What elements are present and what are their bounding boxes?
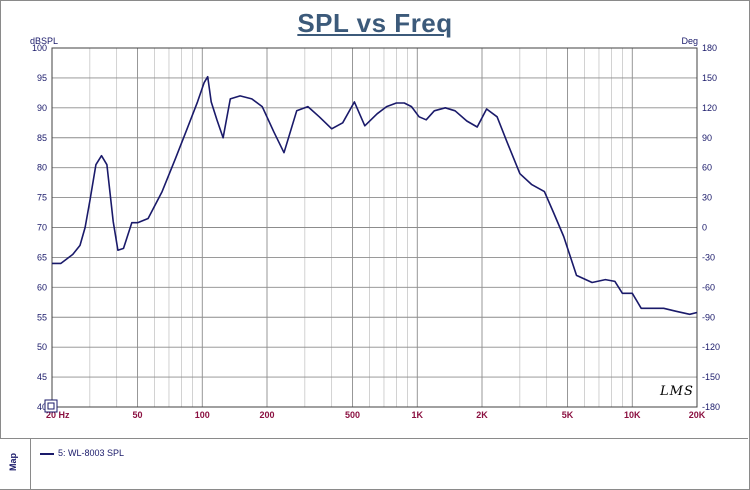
y-tick-label-right: -30 — [702, 252, 715, 262]
x-tick-label: 20K — [689, 410, 706, 420]
y-tick-label-right: 180 — [702, 43, 717, 53]
x-tick-label: 500 — [345, 410, 360, 420]
y-tick-label-left: 60 — [37, 282, 47, 292]
y-tick-label-left: 75 — [37, 193, 47, 203]
y-axis-label-right: Deg — [681, 36, 698, 46]
y-tick-label-right: -180 — [702, 402, 720, 412]
x-tick-label: 20 Hz — [46, 410, 70, 420]
y-tick-label-left: 40 — [37, 402, 47, 412]
y-axis-label-left: dBSPL — [30, 36, 59, 46]
y-tick-label-right: 150 — [702, 73, 717, 83]
x-tick-label: 5K — [562, 410, 574, 420]
map-tab[interactable]: Map — [0, 439, 31, 489]
x-tick-label: 2K — [476, 410, 488, 420]
x-tick-label: 100 — [195, 410, 210, 420]
spl-frequency-plot: 100 95 90 85 80 75 70 65 60 55 50 45 40 180 150 120 90 6… — [32, 43, 720, 420]
cursor-marker-icon[interactable] — [44, 399, 58, 413]
y-tick-label-right: -150 — [702, 372, 720, 382]
series-line-spl — [52, 75, 698, 316]
y-tick-label-right: 30 — [702, 193, 712, 203]
y-tick-label-left: 95 — [37, 73, 47, 83]
y-tick-label-left: 70 — [37, 223, 47, 233]
y-tick-label-right: -120 — [702, 342, 720, 352]
plot-frame — [51, 47, 698, 408]
x-tick-label: 1K — [412, 410, 424, 420]
x-tick-label: 200 — [259, 410, 274, 420]
chart-title: SPL vs Freq — [297, 8, 453, 38]
grid-major — [52, 48, 697, 407]
y-tick-label-left: 90 — [37, 103, 47, 113]
y-tick-label-left: 55 — [37, 312, 47, 322]
y-tick-label-right: 0 — [702, 223, 707, 233]
lms-logo: LMS — [660, 384, 694, 399]
map-tab-label: Map — [8, 453, 18, 471]
legend-panel: Map 5: WL-8003 SPL — [0, 438, 748, 489]
y-tick-label-left: 85 — [37, 133, 47, 143]
y-tick-label-right: -60 — [702, 282, 715, 292]
y-tick-label-left: 50 — [37, 342, 47, 352]
y-tick-label-right: 90 — [702, 133, 712, 143]
y-tick-labels-left: 100 95 90 85 80 75 70 65 60 55 50 45 40 — [32, 43, 47, 412]
y-tick-label-right: 60 — [702, 163, 712, 173]
y-tick-label-left: 65 — [37, 252, 47, 262]
y-tick-label-right: -90 — [702, 312, 715, 322]
x-tick-labels: 20 Hz 50 100 200 500 1K 2K 5K 10K 20K — [46, 410, 706, 420]
y-tick-label-left: 45 — [37, 372, 47, 382]
y-tick-label-left: 100 — [32, 43, 47, 53]
y-tick-label-left: 80 — [37, 163, 47, 173]
legend-swatch — [40, 452, 54, 455]
x-tick-label: 10K — [624, 410, 641, 420]
y-tick-labels-right: 180 150 120 90 60 30 0 -30 -60 -90 -120 -150 -180 — [702, 43, 720, 412]
legend-entry[interactable]: 5: WL-8003 SPL — [40, 448, 124, 458]
legend-entry-label: 5: WL-8003 SPL — [58, 448, 125, 458]
y-tick-label-right: 120 — [702, 103, 717, 113]
x-tick-label: 50 — [133, 410, 143, 420]
